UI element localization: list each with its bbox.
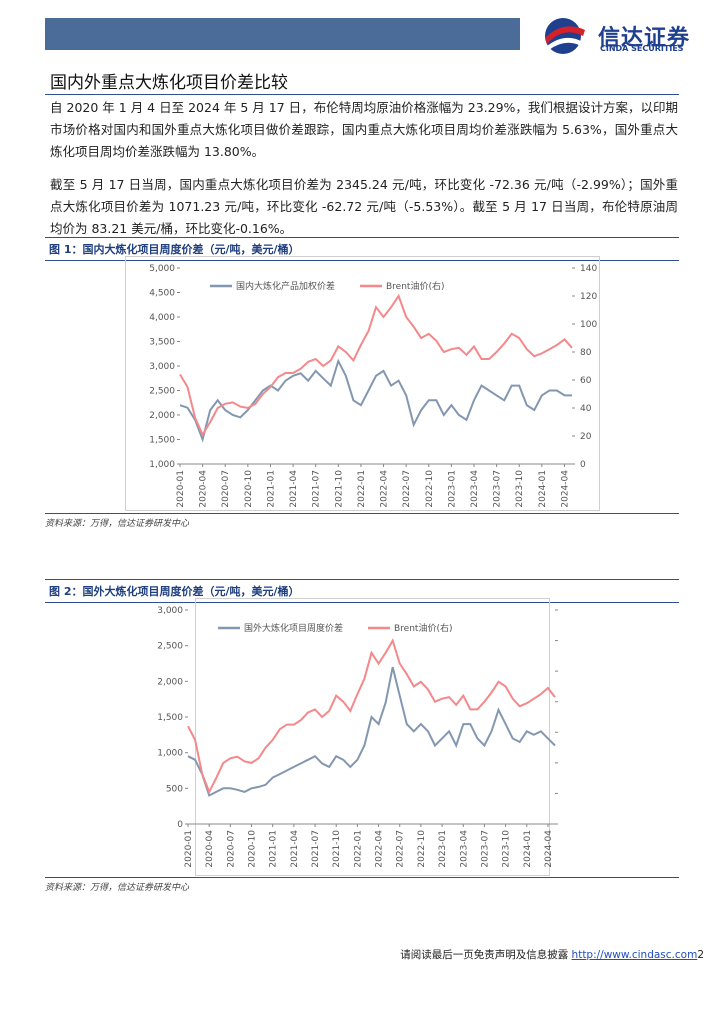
- legend-label: Brent油价(右): [394, 622, 452, 634]
- line: [187, 666, 556, 797]
- y-tick-label: 500: [166, 784, 183, 794]
- header-bar: [45, 18, 520, 50]
- y-tick-label: 1,500: [157, 713, 183, 723]
- x-tick-label: 2021-01: [266, 470, 276, 508]
- x-tick-label: 2023-07: [493, 470, 503, 508]
- x-tick-label: 2023-10: [502, 830, 512, 868]
- notice: 请阅读最后一页免责声明及信息披露: [400, 949, 569, 961]
- x-tick-label: 2022-10: [425, 470, 435, 508]
- x-tick-label: 2020-07: [221, 470, 231, 508]
- page-number: 2: [697, 949, 704, 961]
- brand: 信达证券: [598, 26, 691, 51]
- x-tick-label: 2024-04: [544, 830, 554, 868]
- x-tick-label: 2021-10: [334, 470, 344, 508]
- x-tick-label: 2020-10: [244, 470, 254, 508]
- y2-tick-label: 120: [580, 292, 597, 302]
- logo: [545, 18, 585, 54]
- y2-tick-label: 40: [580, 404, 592, 414]
- legend-label: 国内大炼化产品加权价差: [236, 280, 335, 292]
- y-tick-label: 3,000: [149, 362, 175, 372]
- chart: 1,000 1,500 2,000 2,500 3,000 3,500 4,000 4,500…: [125, 256, 600, 511]
- x-tick-label: 2021-01: [269, 830, 279, 868]
- paragraph: 自 2020 年 1 月 4 日至 2024 年 5 月 17 日，布伦特周均原…: [50, 100, 678, 159]
- paragraph: 截至 5 月 17 日当周，国内重点大炼化项目价差为 2345.24 元/吨，环…: [50, 177, 678, 236]
- y2-tick-label: 0: [580, 460, 586, 470]
- x-tick-label: 2022-07: [396, 830, 406, 868]
- y-tick-label: 2,500: [157, 642, 183, 652]
- x-tick-label: 2021-10: [332, 830, 342, 868]
- figure-source: 资料来源：万得，信达证券研发中心: [45, 877, 679, 893]
- footer: 请阅读最后一页免责声明及信息披露 http://www.cindasc.com2: [400, 947, 704, 962]
- y2-tick-label: 100: [580, 320, 597, 330]
- y-tick-label: 3,500: [149, 338, 175, 348]
- x-tick-label: 2021-04: [289, 470, 299, 508]
- x-tick-label: 2022-01: [357, 470, 367, 508]
- brand-en: CINDA SECURITIES: [600, 44, 684, 53]
- x-tick-label: 2021-07: [311, 830, 321, 868]
- figure-caption: 图 2：国外大炼化项目周度价差（元/吨，美元/桶）: [45, 579, 679, 603]
- legend-label: Brent油价(右): [386, 280, 444, 292]
- y-tick-label: 2,000: [157, 677, 183, 687]
- y-tick-label: 4,000: [149, 313, 175, 323]
- x-tick-label: 2021-04: [290, 830, 300, 868]
- legend-label: 国外大炼化项目周度价差: [244, 622, 343, 634]
- x-tick-label: 2020-04: [199, 470, 209, 508]
- y-tick-label: 1,500: [149, 436, 175, 446]
- x-tick-label: 2020-07: [226, 830, 236, 868]
- x-tick-label: 2024-01: [538, 470, 548, 508]
- line: [187, 638, 556, 795]
- x-tick-label: 2022-07: [402, 470, 412, 508]
- x-tick-label: 2021-07: [312, 470, 322, 508]
- line: [179, 293, 573, 437]
- x-tick-label: 2023-10: [515, 470, 525, 508]
- line: [179, 358, 572, 443]
- x-tick-label: 2022-10: [417, 830, 427, 868]
- y-tick-label: 0: [177, 820, 183, 830]
- chart: 05001,0001,5002,0002,5003,00002040608010…: [157, 598, 558, 876]
- x-tick-label: 2024-04: [560, 470, 570, 508]
- section-title: 国内外重点大炼化项目价差比较: [50, 73, 288, 93]
- x-tick-label: 2022-01: [353, 830, 363, 868]
- x-tick-label: 2022-04: [375, 830, 385, 868]
- y-tick-label: 2,000: [149, 411, 175, 421]
- x-tick-label: 2020-10: [248, 830, 258, 868]
- x-tick-label: 2022-04: [380, 470, 390, 508]
- y-tick-label: 3,000: [157, 606, 183, 616]
- x-tick-label: 2020-01: [184, 830, 194, 868]
- y-tick-label: 1,000: [157, 749, 183, 759]
- x-tick-label: 2023-01: [447, 470, 457, 508]
- rule: [45, 94, 679, 95]
- y-tick-label: 5,000: [149, 264, 175, 274]
- x-tick-label: 2023-01: [438, 830, 448, 868]
- y2-tick-label: 20: [580, 432, 592, 442]
- x-tick-label: 2020-01: [176, 470, 186, 508]
- y2-tick-label: 140: [580, 264, 597, 274]
- x-tick-label: 2023-07: [480, 830, 490, 868]
- x-tick-label: 2024-01: [523, 830, 533, 868]
- figure-caption: 图 1：国内大炼化项目周度价差（元/吨，美元/桶）: [45, 237, 679, 261]
- y2-tick-label: 80: [580, 348, 592, 358]
- url[interactable]: http://www.cindasc.com: [571, 949, 698, 961]
- y2-tick-label: 60: [580, 376, 592, 386]
- y-tick-label: 1,000: [149, 460, 175, 470]
- y-tick-label: 4,500: [149, 289, 175, 299]
- y-tick-label: 2,500: [149, 387, 175, 397]
- x-tick-label: 2023-04: [459, 830, 469, 868]
- x-tick-label: 2023-04: [470, 470, 480, 508]
- figure-source: 资料来源：万得，信达证券研发中心: [45, 513, 679, 529]
- x-tick-label: 2020-04: [205, 830, 215, 868]
